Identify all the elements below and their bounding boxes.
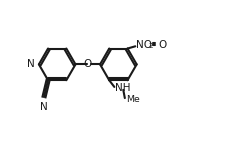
Text: N: N [27, 59, 35, 69]
Text: NH: NH [114, 83, 130, 93]
Text: 2: 2 [147, 43, 152, 49]
Text: O: O [158, 40, 166, 50]
Text: Me: Me [125, 95, 139, 104]
Text: N: N [40, 102, 48, 112]
Text: O: O [83, 59, 92, 69]
Text: NO: NO [136, 40, 152, 50]
